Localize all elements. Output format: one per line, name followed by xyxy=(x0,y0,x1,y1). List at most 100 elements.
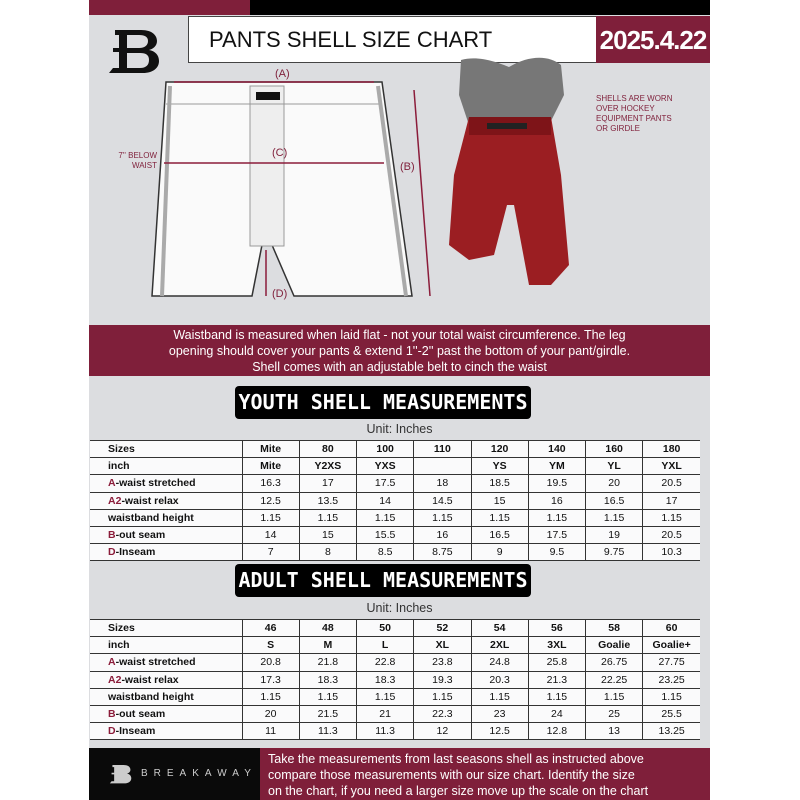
table-row: Sizes 46 48 50 52 54 56 58 60 xyxy=(90,618,700,638)
table-cell: 25.5 xyxy=(642,704,700,724)
table-cell: 7 xyxy=(241,543,300,562)
table-cell: 8.5 xyxy=(355,543,415,562)
measure-label: Sizes xyxy=(108,622,135,635)
youth-size-table: Sizes Mite 80 100 110 120 140 160 180 inch Mite Y2X… xyxy=(90,439,700,562)
table-cell: 1.15 xyxy=(355,508,415,527)
table-cell: 1.15 xyxy=(584,508,644,527)
measure-label: -waist relax xyxy=(121,494,179,507)
table-cell: 18 xyxy=(413,474,472,493)
table-cell: 2XL xyxy=(470,636,529,655)
row-label: D-Inseam xyxy=(90,722,243,741)
table-cell: 1.15 xyxy=(527,508,587,527)
table-cell: 1.15 xyxy=(355,687,415,706)
table-cell: 9 xyxy=(470,543,529,562)
table-cell: Mite xyxy=(241,439,300,459)
label-c: (C) xyxy=(272,147,288,159)
top-strip-black xyxy=(250,0,710,15)
table-cell: YXL xyxy=(642,457,700,476)
table-cell: 120 xyxy=(470,439,529,459)
label-b: (B) xyxy=(400,161,415,173)
measure-label: inch xyxy=(108,639,130,652)
table-cell: 1.15 xyxy=(298,508,358,527)
table-cell: 18.5 xyxy=(470,474,529,493)
table-row: waistband height 1.15 1.15 1.15 1.15 1.15 1.15… xyxy=(90,508,700,527)
table-cell: YM xyxy=(527,457,587,476)
table-cell: 21.8 xyxy=(298,653,358,672)
footer-line: on the chart, if you need a larger size … xyxy=(268,784,649,798)
table-cell: 100 xyxy=(355,439,415,459)
measure-label: Sizes xyxy=(108,443,135,456)
measure-key: A xyxy=(108,477,116,490)
table-cell: 20.5 xyxy=(642,525,700,545)
table-cell: 17.3 xyxy=(241,670,300,689)
table-cell: 21 xyxy=(355,704,415,724)
table-cell xyxy=(413,457,472,476)
measure-label: waistband height xyxy=(108,511,194,524)
measure-key: D xyxy=(108,546,116,559)
measure-key: B xyxy=(108,708,116,721)
adult-size-table: Sizes 46 48 50 52 54 56 58 60 inch S M L XL 2XL 3XL Goal… xyxy=(90,618,700,741)
table-cell: 11 xyxy=(241,722,300,741)
table-cell: YXS xyxy=(355,457,415,476)
table-cell: 16.3 xyxy=(241,474,300,493)
table-row: B-out seam 20 21.5 21 22.3 23 24 25 25.5 xyxy=(90,704,700,724)
table-cell: 12 xyxy=(413,722,472,741)
table-row: A2-waist relax 17.3 18.3 18.3 19.3 20.3 21.3 22… xyxy=(90,670,700,689)
measure-key: B xyxy=(108,529,116,542)
table-cell: 24.8 xyxy=(470,653,529,672)
table-cell: 21.5 xyxy=(298,704,358,724)
row-label: inch xyxy=(90,457,243,476)
row-label: D-Inseam xyxy=(90,543,243,562)
row-label: Sizes xyxy=(90,439,243,459)
footer-line: compare those measurements with our size… xyxy=(268,768,635,782)
measure-key: A xyxy=(108,656,116,669)
table-cell: 13.25 xyxy=(642,722,700,741)
row-label: B-out seam xyxy=(90,704,243,724)
label-d: (D) xyxy=(272,288,288,300)
table-cell: 52 xyxy=(413,618,472,638)
table-row: A2-waist relax 12.5 13.5 14 14.5 15 16 16.5 17 xyxy=(90,491,700,510)
info-line: Shell comes with an adjustable belt to c… xyxy=(252,360,547,374)
table-cell: 27.75 xyxy=(642,653,700,672)
table-cell: 60 xyxy=(642,618,700,638)
worn-over-note: SHELLS ARE WORN OVER HOCKEY EQUIPMENT PA… xyxy=(596,94,673,133)
measure-label: waistband height xyxy=(108,690,194,703)
table-cell: 140 xyxy=(527,439,587,459)
table-cell: 23 xyxy=(470,704,529,724)
table-cell: 12.8 xyxy=(527,722,587,741)
measure-label: -waist stretched xyxy=(115,656,196,669)
table-row: D-Inseam 11 11.3 11.3 12 12.5 12.8 13 13.25 xyxy=(90,722,700,741)
table-cell: 10.3 xyxy=(642,543,700,562)
row-label: waistband height xyxy=(90,687,243,706)
table-cell: 22.25 xyxy=(584,670,644,689)
table-cell: 17.5 xyxy=(355,474,415,493)
youth-section-title: YOUTH SHELL MEASUREMENTS xyxy=(235,386,531,419)
page-title: PANTS SHELL SIZE CHART xyxy=(188,16,597,63)
table-row: B-out seam 14 15 15.5 16 16.5 17.5 19 20.5 xyxy=(90,525,700,545)
footer-brand-name: BREAKAWAY xyxy=(141,768,257,779)
footer-instructions: Take the measurements from last seasons … xyxy=(260,748,710,800)
table-cell: 56 xyxy=(527,618,587,638)
youth-unit-label: Unit: Inches xyxy=(366,422,433,436)
top-strip-maroon xyxy=(89,0,250,15)
table-row: inch S M L XL 2XL 3XL Goalie Goalie+ xyxy=(90,636,700,655)
table-cell: 1.15 xyxy=(413,508,472,527)
pants-shell-photo xyxy=(449,57,569,285)
table-cell: 58 xyxy=(584,618,644,638)
table-cell: 19.3 xyxy=(413,670,472,689)
table-cell: 80 xyxy=(298,439,358,459)
table-cell: 1.15 xyxy=(470,687,529,706)
table-cell: 17 xyxy=(642,491,700,510)
label-a: (A) xyxy=(275,68,290,80)
table-cell: 9.75 xyxy=(584,543,644,562)
table-cell: 180 xyxy=(642,439,700,459)
table-cell: 26.75 xyxy=(584,653,644,672)
table-cell: XL xyxy=(413,636,472,655)
table-cell: 1.15 xyxy=(413,687,472,706)
table-cell: 16 xyxy=(527,491,587,510)
footer-logo-icon xyxy=(109,765,132,784)
table-cell: 1.15 xyxy=(584,687,644,706)
row-label: waistband height xyxy=(90,508,243,527)
table-cell: 22.8 xyxy=(355,653,415,672)
breakaway-logo xyxy=(109,30,159,73)
